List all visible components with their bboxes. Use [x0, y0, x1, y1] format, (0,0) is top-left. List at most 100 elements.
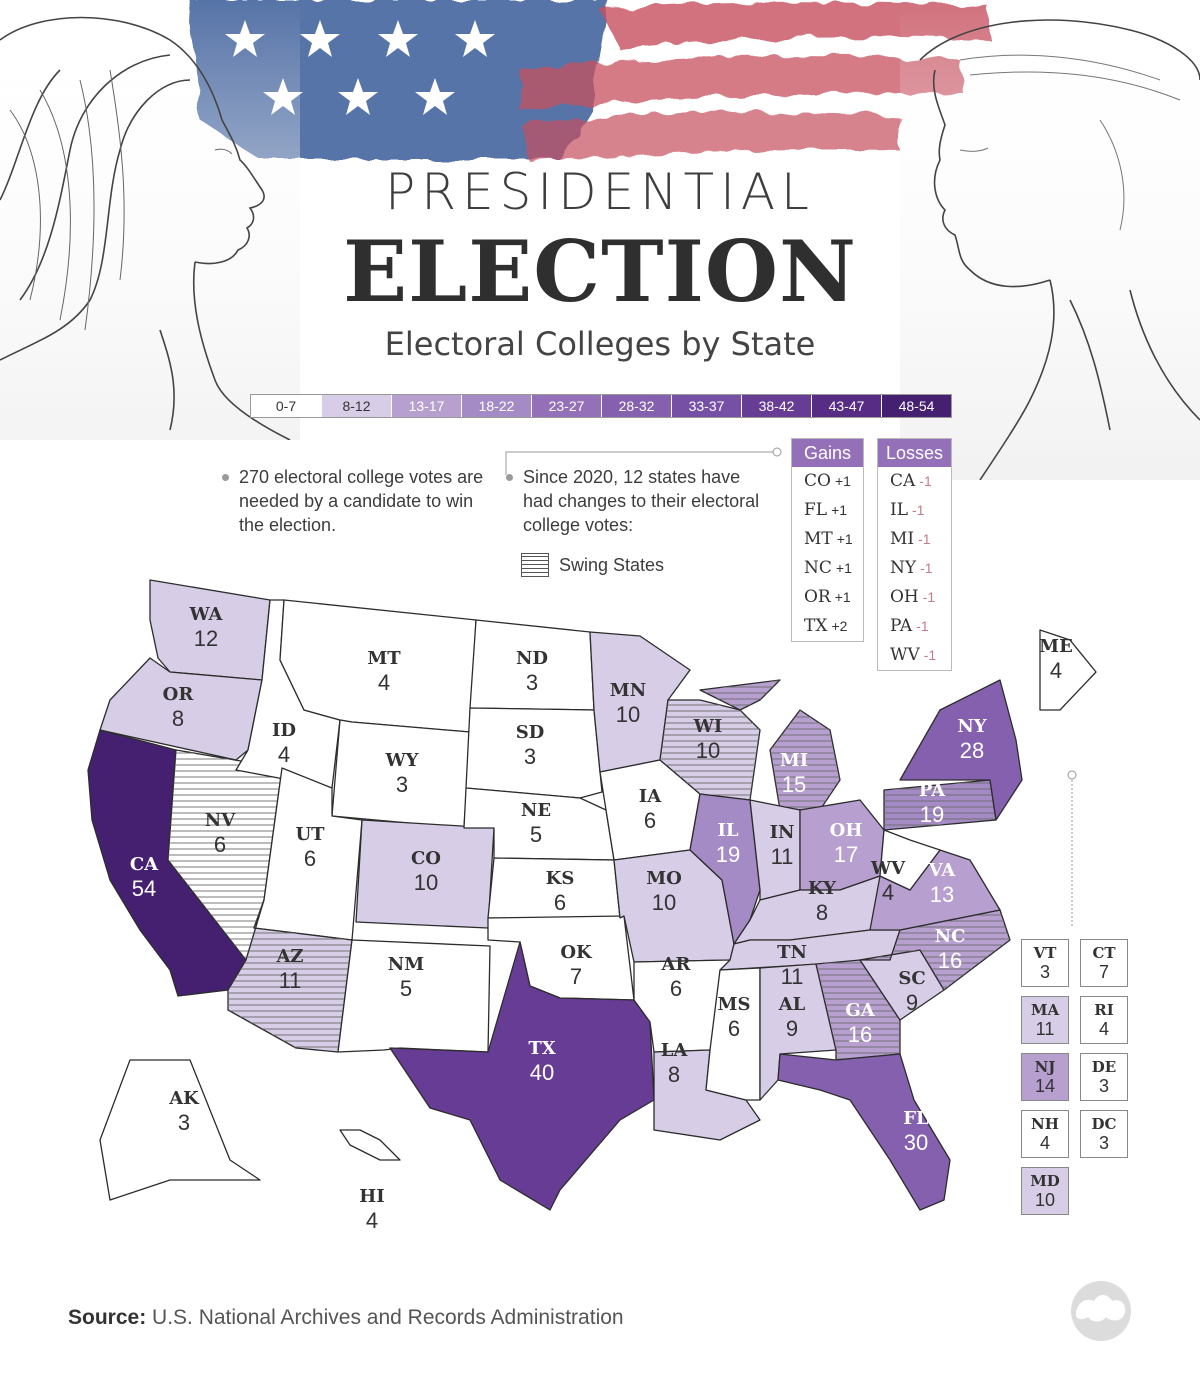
small-state-abbr: CT [1092, 944, 1116, 962]
state-abbr-nc: NC [935, 926, 966, 947]
state-votes-ky: 8 [816, 900, 828, 925]
state-votes-al: 9 [786, 1016, 798, 1041]
legend-cell-18-22: 18-22 [461, 395, 531, 417]
subtitle: Electoral Colleges by State [384, 325, 816, 363]
legend-cell-43-47: 43-47 [811, 395, 881, 417]
state-votes-oh: 17 [834, 842, 858, 867]
losses-delta: -1 [918, 531, 931, 547]
state-abbr-tn: TN [777, 942, 807, 963]
losses-state: MI [890, 529, 915, 549]
state-abbr-sc: SC [898, 968, 925, 989]
state-abbr-ky: KY [808, 878, 837, 899]
state-votes-hi: 4 [366, 1208, 378, 1233]
state-me [1039, 629, 1097, 711]
state-abbr-wv: WV [870, 858, 906, 879]
gains-row-fl: FL +1 [792, 496, 863, 525]
note-270: 270 electoral college votes are needed b… [222, 465, 489, 537]
small-state-votes: 3 [1039, 962, 1050, 982]
gains-state: TX [804, 616, 828, 636]
state-votes-il: 19 [716, 842, 740, 867]
gains-delta: +1 [831, 502, 848, 518]
losses-row-mi: MI -1 [878, 525, 951, 554]
small-state-votes: 3 [1098, 1133, 1109, 1153]
state-abbr-id: ID [272, 720, 296, 741]
small-state-votes: 4 [1039, 1133, 1050, 1153]
small-state-abbr: MA [1030, 1001, 1060, 1019]
small-state-box-de: DE 3 [1080, 1053, 1128, 1101]
swing-hatch-wi [660, 700, 760, 800]
losses-delta: -1 [916, 618, 929, 634]
state-votes-va: 13 [930, 882, 954, 907]
color-legend: 0-7 8-12 13-17 18-22 23-27 28-32 33-37 38-42 43-… [250, 394, 952, 418]
state-abbr-ca: CA [130, 854, 159, 875]
gains-row-tx: TX +2 [792, 612, 863, 641]
losses-delta: -1 [920, 560, 933, 576]
state-votes-ok: 7 [570, 964, 582, 989]
publisher-logo-icon [1071, 1281, 1131, 1341]
state-votes-ak: 3 [178, 1110, 190, 1135]
state-votes-tx: 40 [530, 1060, 554, 1085]
state-votes-ks: 6 [554, 890, 566, 915]
state-abbr-wy: WY [384, 750, 419, 771]
gains-delta: +1 [836, 531, 853, 547]
losses-row-il: IL -1 [878, 496, 951, 525]
legend-cell-8-12: 8-12 [321, 395, 391, 417]
state-votes-az: 11 [279, 968, 302, 993]
gains-delta: +1 [835, 560, 852, 576]
bullet-icon [222, 474, 229, 481]
losses-state: PA [890, 616, 913, 636]
title-line-2: ELECTION [343, 222, 857, 321]
state-abbr-ga: GA [845, 1000, 875, 1021]
us-electoral-map: WA12OR8CA54NV6ID4MT4WY3UT6AZ11CO10NM5ND3… [87, 579, 1097, 1233]
state-votes-wi: 10 [696, 738, 720, 763]
small-state-box-nj: NJ 14 [1021, 1053, 1069, 1101]
state-votes-mt: 4 [378, 670, 390, 695]
small-state-box-vt: VT 3 [1021, 939, 1069, 987]
legend-cell-0-7: 0-7 [251, 395, 321, 417]
left-portrait-illustration [0, 0, 300, 440]
state-abbr-ms: MS [718, 994, 751, 1015]
gains-state: NC [804, 558, 832, 578]
state-abbr-or: OR [163, 684, 195, 705]
swing-hatch-pa [884, 780, 996, 830]
state-votes-pa: 19 [920, 802, 944, 827]
gains-state: OR [804, 587, 831, 607]
note-changes-text: Since 2020, 12 states have had changes t… [523, 467, 760, 535]
state-ak [99, 1059, 261, 1201]
losses-state: CA [890, 471, 916, 491]
losses-delta: -1 [919, 473, 932, 489]
losses-row-oh: OH -1 [878, 583, 951, 612]
swing-hatch-nv [168, 750, 282, 960]
state-votes-wv: 4 [882, 880, 894, 905]
state-tx [389, 941, 655, 1211]
state-abbr-hi: HI [359, 1186, 384, 1207]
state-votes-mi: 15 [782, 772, 806, 797]
losses-delta: -1 [922, 589, 936, 605]
legend-cell-13-17: 13-17 [391, 395, 461, 417]
state-votes-wa: 12 [194, 626, 218, 651]
state-abbr-ok: OK [560, 942, 593, 963]
small-state-box-ri: RI 4 [1080, 996, 1128, 1044]
state-votes-co: 10 [414, 870, 438, 895]
state-votes-nd: 3 [526, 670, 538, 695]
swing-states-key-label: Swing States [559, 555, 665, 575]
state-abbr-wa: WA [188, 604, 223, 625]
state-abbr-mi: MI [780, 750, 808, 771]
state-votes-ga: 16 [848, 1022, 872, 1047]
state-abbr-la: LA [661, 1040, 689, 1061]
state-votes-sc: 9 [906, 990, 918, 1015]
state-abbr-va: VA [928, 860, 957, 881]
state-abbr-sd: SD [516, 722, 545, 743]
connector-line [505, 447, 782, 475]
small-state-votes: 7 [1098, 962, 1109, 982]
state-abbr-ks: KS [546, 868, 575, 889]
state-abbr-me: ME [1039, 636, 1073, 657]
state-abbr-tx: TX [528, 1038, 555, 1059]
state-votes-or: 8 [172, 706, 184, 731]
state-votes-ny: 28 [960, 738, 984, 763]
legend-cell-28-32: 28-32 [601, 395, 671, 417]
swing-hatch-mi [700, 680, 840, 810]
state-votes-in: 11 [771, 844, 794, 869]
small-state-abbr: MD [1030, 1172, 1060, 1190]
losses-delta: -1 [923, 647, 937, 663]
